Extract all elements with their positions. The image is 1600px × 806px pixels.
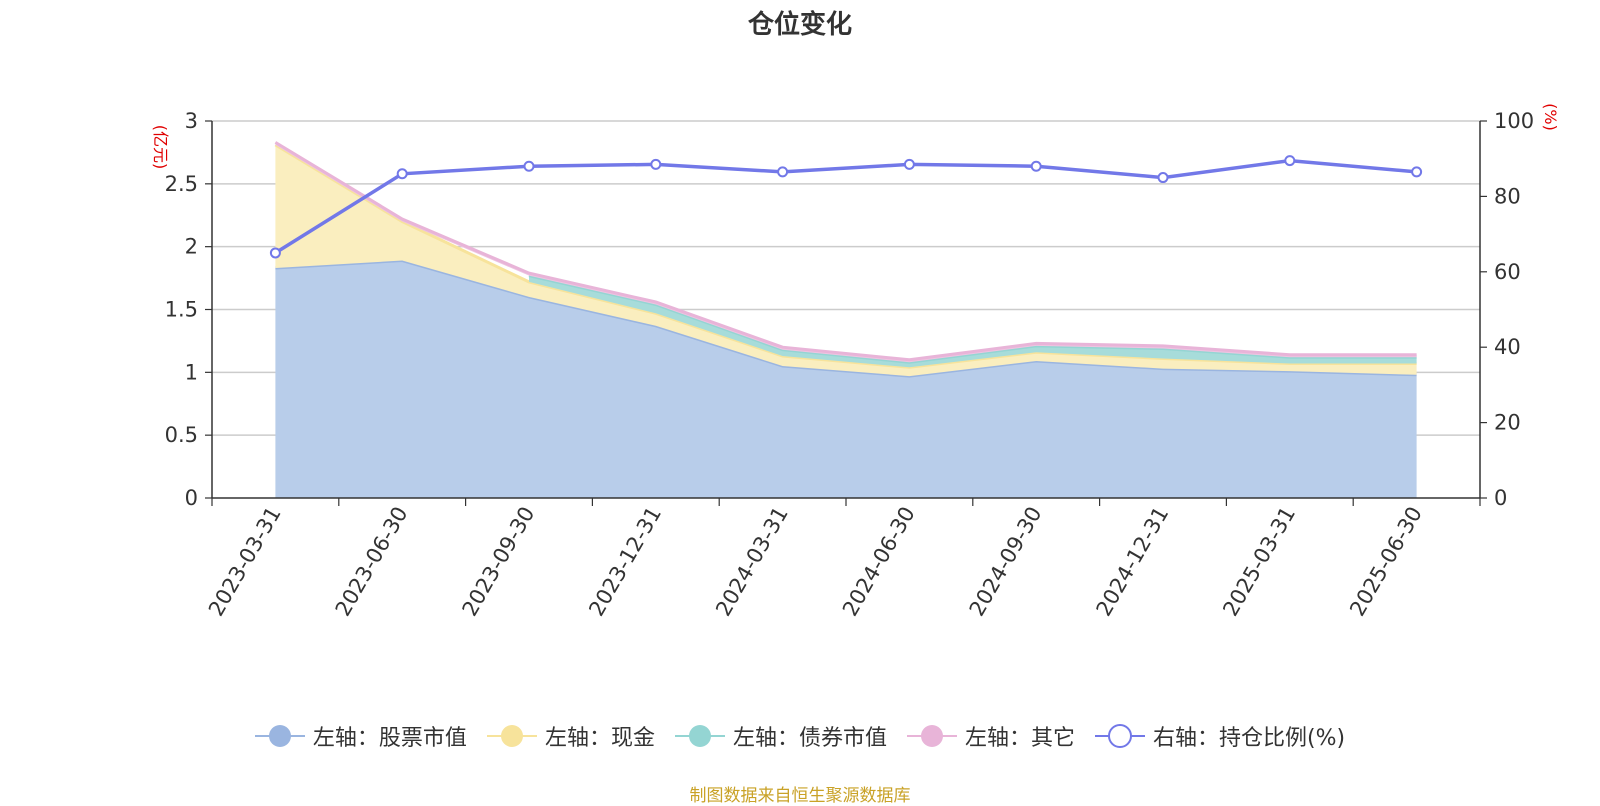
left-axis-tick-label: 2 xyxy=(185,235,198,259)
ratio-point xyxy=(1157,172,1169,184)
x-axis-tick-label: 2024-09-30 xyxy=(965,503,1047,621)
ratio-point xyxy=(903,158,915,170)
legend-label-bond: 左轴：债券市值 xyxy=(732,726,887,751)
ratio-point xyxy=(269,247,281,259)
area-series-2 xyxy=(529,275,1417,368)
ratio-point xyxy=(1030,160,1042,172)
left-axis-unit: (亿元) xyxy=(151,125,170,170)
ratio-point xyxy=(1411,166,1423,178)
chart-legend: 左轴：股票市值 左轴：现金 左轴：债券市值 左轴：其它 右轴：持仓比例(%) xyxy=(0,720,1600,752)
legend-item-ratio[interactable]: 右轴：持仓比例(%) xyxy=(1094,720,1346,752)
right-axis-tick-label: 20 xyxy=(1494,411,1521,435)
legend-item-cash[interactable]: 左轴：现金 xyxy=(486,720,655,752)
legend-marker-bond xyxy=(674,725,725,747)
x-axis-tick-label: 2023-09-30 xyxy=(458,503,540,621)
legend-item-other[interactable]: 左轴：其它 xyxy=(906,720,1075,752)
area-series-line-3 xyxy=(274,141,1417,362)
x-axis-tick-label: 2024-03-31 xyxy=(711,503,793,621)
legend-label-cash: 左轴：现金 xyxy=(544,726,655,751)
left-axis-tick-label: 1 xyxy=(185,360,198,384)
right-axis-tick-label: 80 xyxy=(1494,184,1521,208)
x-axis-tick-label: 2023-06-30 xyxy=(331,503,413,621)
area-series-0 xyxy=(275,260,1417,498)
legend-marker-stock xyxy=(254,725,305,747)
right-axis-tick-label: 60 xyxy=(1494,260,1521,284)
ratio-point xyxy=(523,160,535,172)
right-axis-tick-label: 40 xyxy=(1494,335,1521,359)
x-axis-tick-label: 2024-06-30 xyxy=(838,503,920,621)
ratio-point xyxy=(396,168,408,180)
left-axis-tick-label: 1.5 xyxy=(165,298,198,322)
legend-label-other: 左轴：其它 xyxy=(964,726,1075,751)
ratio-point xyxy=(650,158,662,170)
x-axis-tick-label: 2023-12-31 xyxy=(584,503,666,621)
x-axis-tick-label: 2025-06-30 xyxy=(1345,503,1427,621)
legend-marker-other xyxy=(906,725,957,747)
data-source-note: 制图数据来自恒生聚源数据库 xyxy=(689,786,911,806)
ratio-point xyxy=(777,166,789,178)
left-axis-tick-label: 0.5 xyxy=(165,423,198,447)
legend-item-bond[interactable]: 左轴：债券市值 xyxy=(674,720,887,752)
x-axis-tick-label: 2024-12-31 xyxy=(1092,503,1174,621)
legend-label-stock: 左轴：股票市值 xyxy=(312,726,467,751)
right-axis-tick-label: 0 xyxy=(1494,486,1507,510)
legend-marker-ratio xyxy=(1094,724,1145,748)
position-change-chart: 0 0.5 1 1.5 2 2.5 3 0 20 40 60 80 100 2023-03-31 2023-… xyxy=(151,103,1560,621)
legend-label-ratio: 右轴：持仓比例(%) xyxy=(1152,726,1346,751)
legend-item-stock[interactable]: 左轴：股票市值 xyxy=(254,720,467,752)
ratio-point xyxy=(1284,155,1296,167)
left-axis-tick-label: 0 xyxy=(185,486,198,510)
x-axis-tick-label: 2023-03-31 xyxy=(204,503,286,621)
left-axis-tick-label: 2.5 xyxy=(165,172,198,196)
ratio-line xyxy=(274,158,1417,255)
x-axis-tick-label: 2025-03-31 xyxy=(1218,503,1300,621)
legend-marker-cash xyxy=(486,725,537,747)
left-axis-tick-label: 3 xyxy=(185,109,198,133)
right-axis-tick-label: 100 xyxy=(1494,109,1534,133)
right-axis-unit: (%) xyxy=(1541,103,1560,131)
chart-title: 仓位变化 xyxy=(747,10,852,40)
